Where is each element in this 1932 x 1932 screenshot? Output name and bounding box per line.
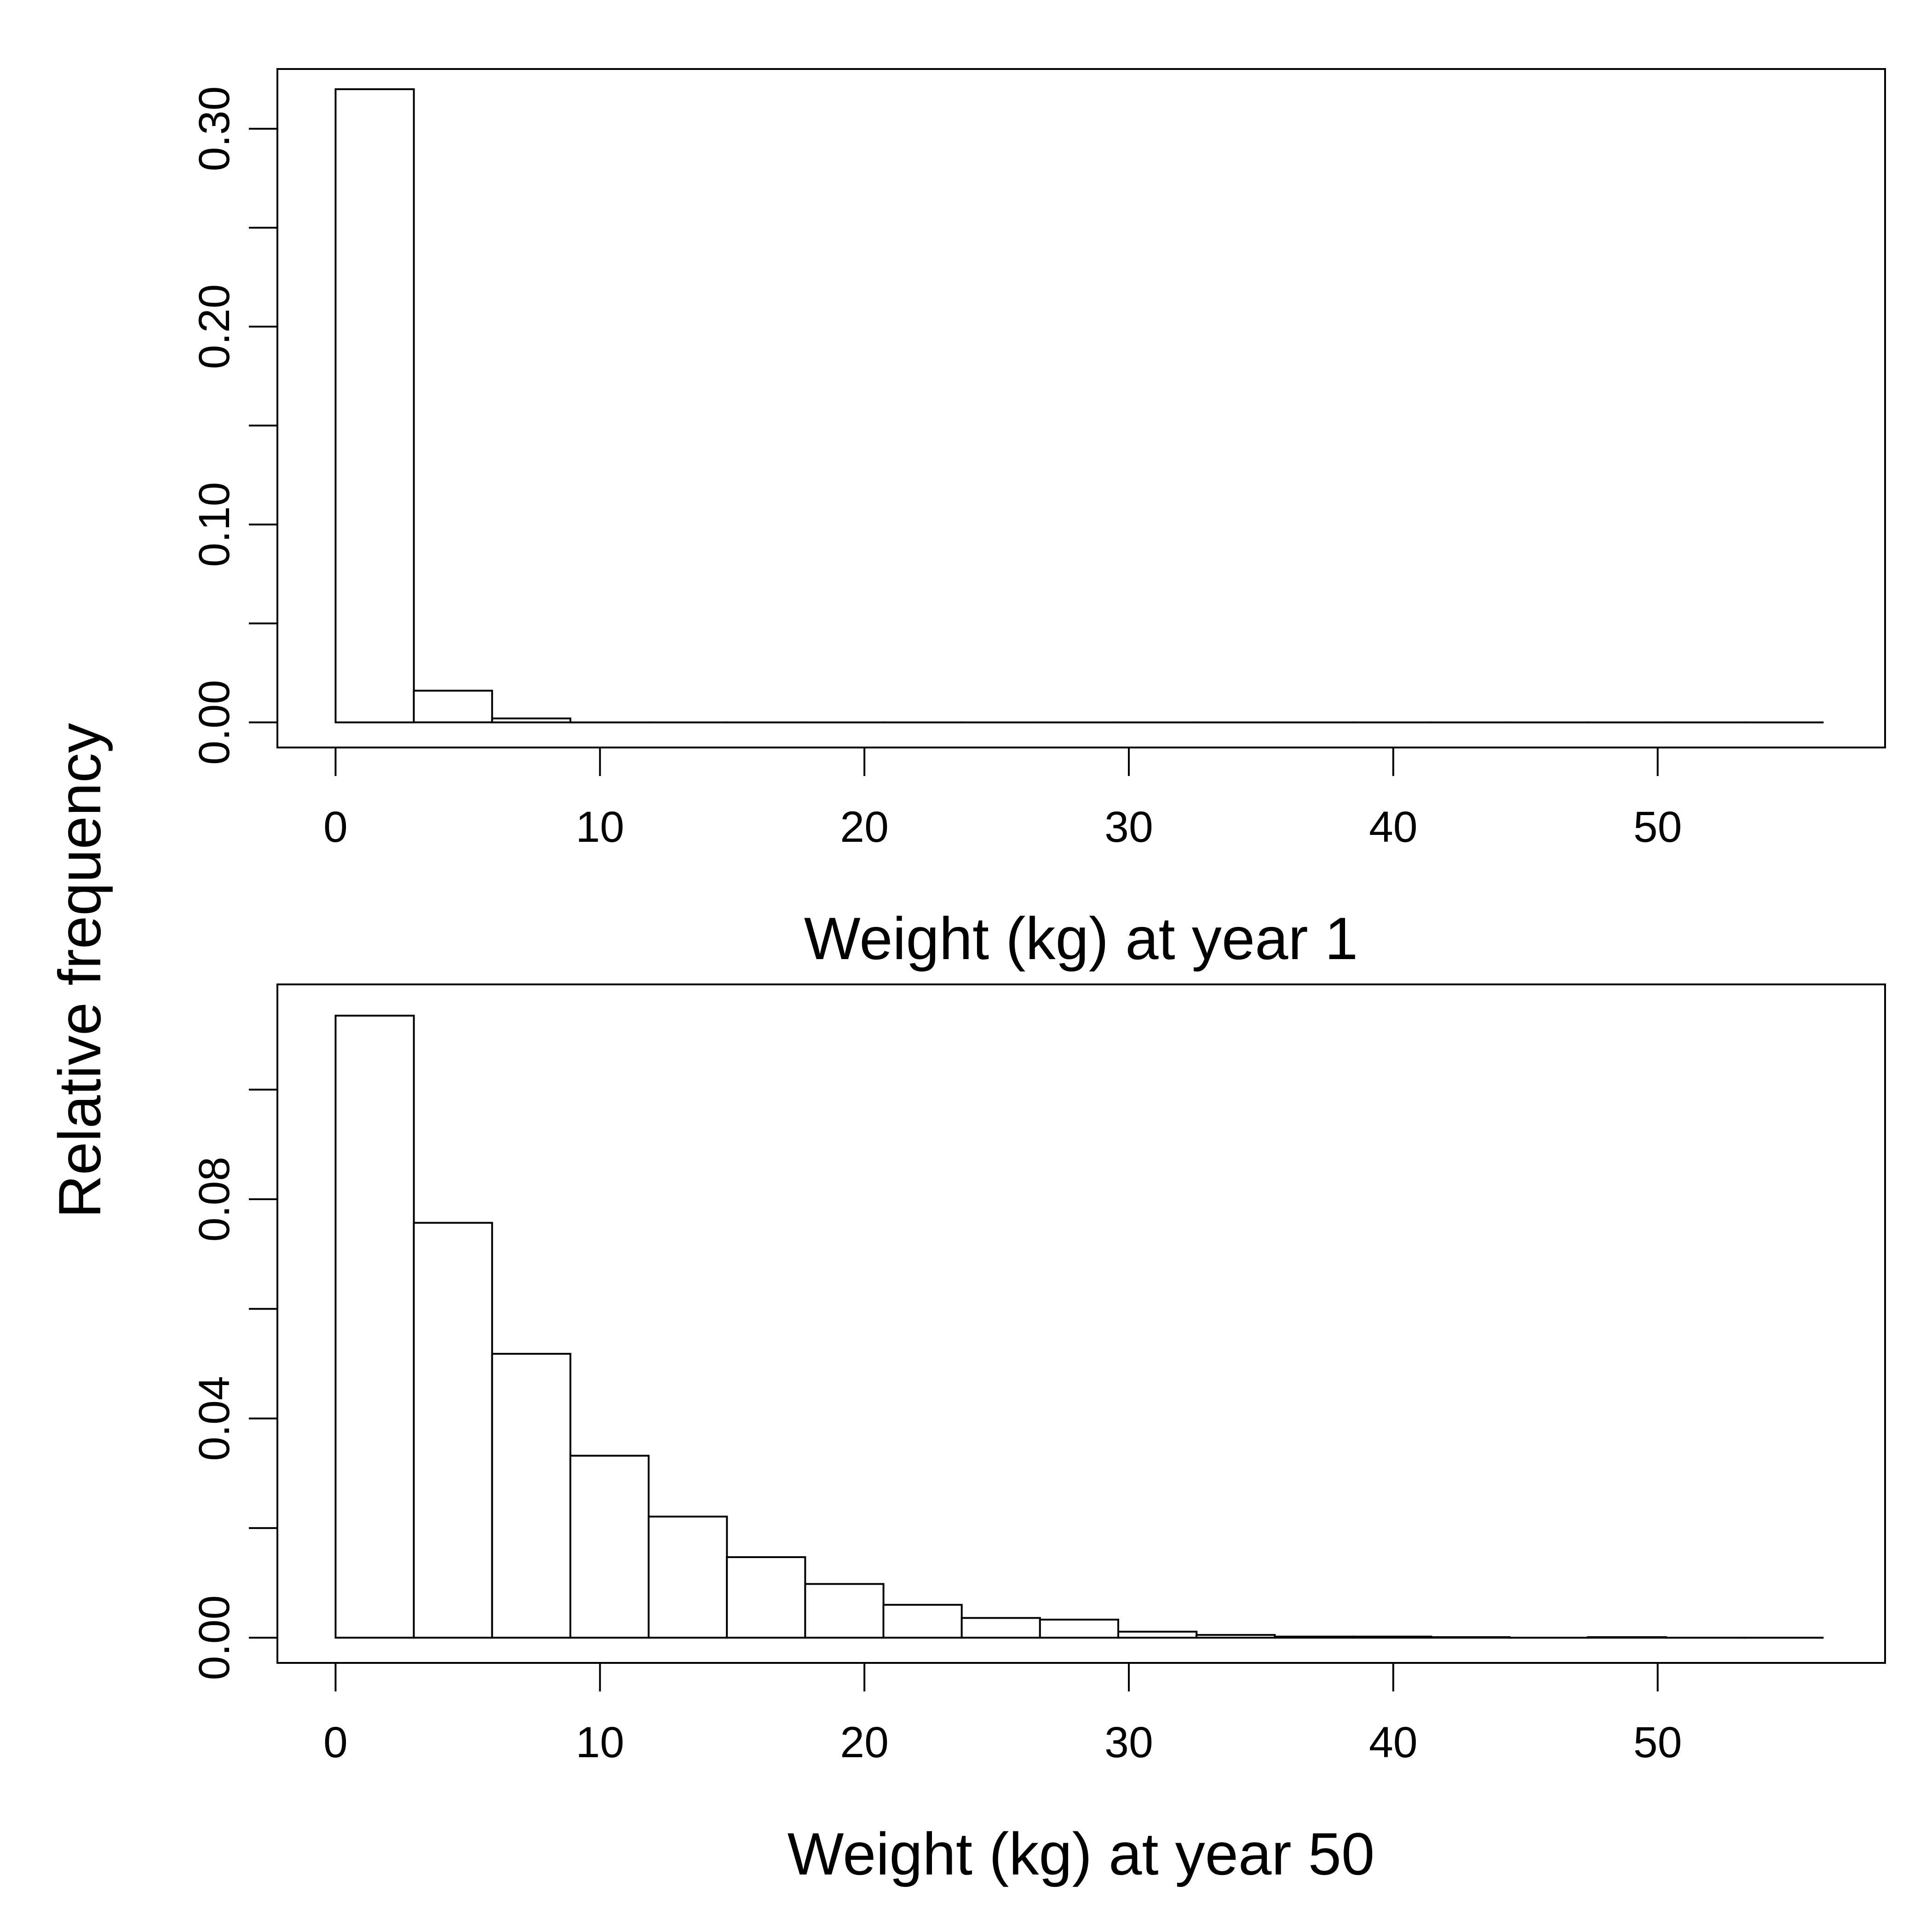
histogram-bar — [491, 717, 572, 724]
histogram-bar — [1430, 1636, 1511, 1639]
y-tick-label: 0.04 — [190, 1376, 239, 1461]
y-tick-label: 0.30 — [190, 86, 239, 171]
x-axis-title: Weight (kg) at year 50 — [788, 1820, 1375, 1887]
x-axis: 0 10 20 30 40 50 — [323, 747, 1682, 851]
x-tick-label: 30 — [1104, 803, 1153, 851]
x-tick-label: 50 — [1633, 1718, 1682, 1767]
histogram-bar — [334, 1014, 415, 1639]
histogram-bar — [804, 1583, 885, 1639]
x-tick-label: 20 — [840, 803, 889, 851]
x-tick-label: 40 — [1369, 1718, 1418, 1767]
histogram-bar — [413, 1222, 493, 1639]
x-tick-label: 0 — [323, 803, 348, 851]
x-axis-title: Weight (kg) at year 1 — [804, 905, 1358, 972]
histogram-bar — [1117, 1631, 1198, 1639]
x-tick-label: 10 — [575, 803, 624, 851]
x-tick-label: 50 — [1633, 803, 1682, 851]
y-tick-label: 0.10 — [190, 482, 239, 567]
shared-y-axis-title: Relative frequency — [46, 723, 113, 1219]
histogram-bar — [569, 1455, 650, 1639]
x-tick-label: 10 — [575, 1718, 624, 1767]
histogram-panel-year-50: 0 10 20 30 40 50 0.00 0.04 0.08 Weight (kg) at … — [190, 983, 1886, 1887]
histogram-bar — [648, 1515, 728, 1639]
y-tick-label: 0.20 — [190, 284, 239, 369]
x-tick-label: 0 — [323, 1718, 348, 1767]
histogram-bar — [413, 690, 493, 724]
histogram-bar — [1352, 1635, 1432, 1639]
y-tick-label: 0.00 — [190, 680, 239, 765]
histogram-bar — [1587, 1636, 1668, 1639]
histogram-bar — [491, 1353, 572, 1639]
histogram-bar — [1039, 1618, 1120, 1639]
x-tick-label: 40 — [1369, 803, 1418, 851]
histogram-bars — [334, 88, 1824, 724]
x-tick-label: 30 — [1104, 1718, 1153, 1767]
x-tick-label: 20 — [840, 1718, 889, 1767]
y-tick-label: 0.08 — [190, 1157, 239, 1242]
y-axis: 0.00 0.10 0.20 0.30 — [190, 86, 278, 765]
histogram-bar — [1274, 1635, 1354, 1639]
histogram-bar — [726, 1556, 806, 1639]
x-axis: 0 10 20 30 40 50 — [323, 1662, 1682, 1767]
histogram-bars — [334, 1014, 1824, 1639]
histogram-panel-year-1: 0 10 20 30 40 50 0.00 0.10 0.20 0.30 Weight (kg)… — [190, 68, 1886, 972]
histogram-bar — [960, 1617, 1041, 1639]
histogram-bar — [1196, 1634, 1276, 1639]
histogram-bar — [334, 88, 415, 724]
histogram-bar — [882, 1604, 963, 1639]
y-axis: 0.00 0.04 0.08 — [190, 1088, 278, 1680]
y-tick-label: 0.00 — [190, 1595, 239, 1680]
